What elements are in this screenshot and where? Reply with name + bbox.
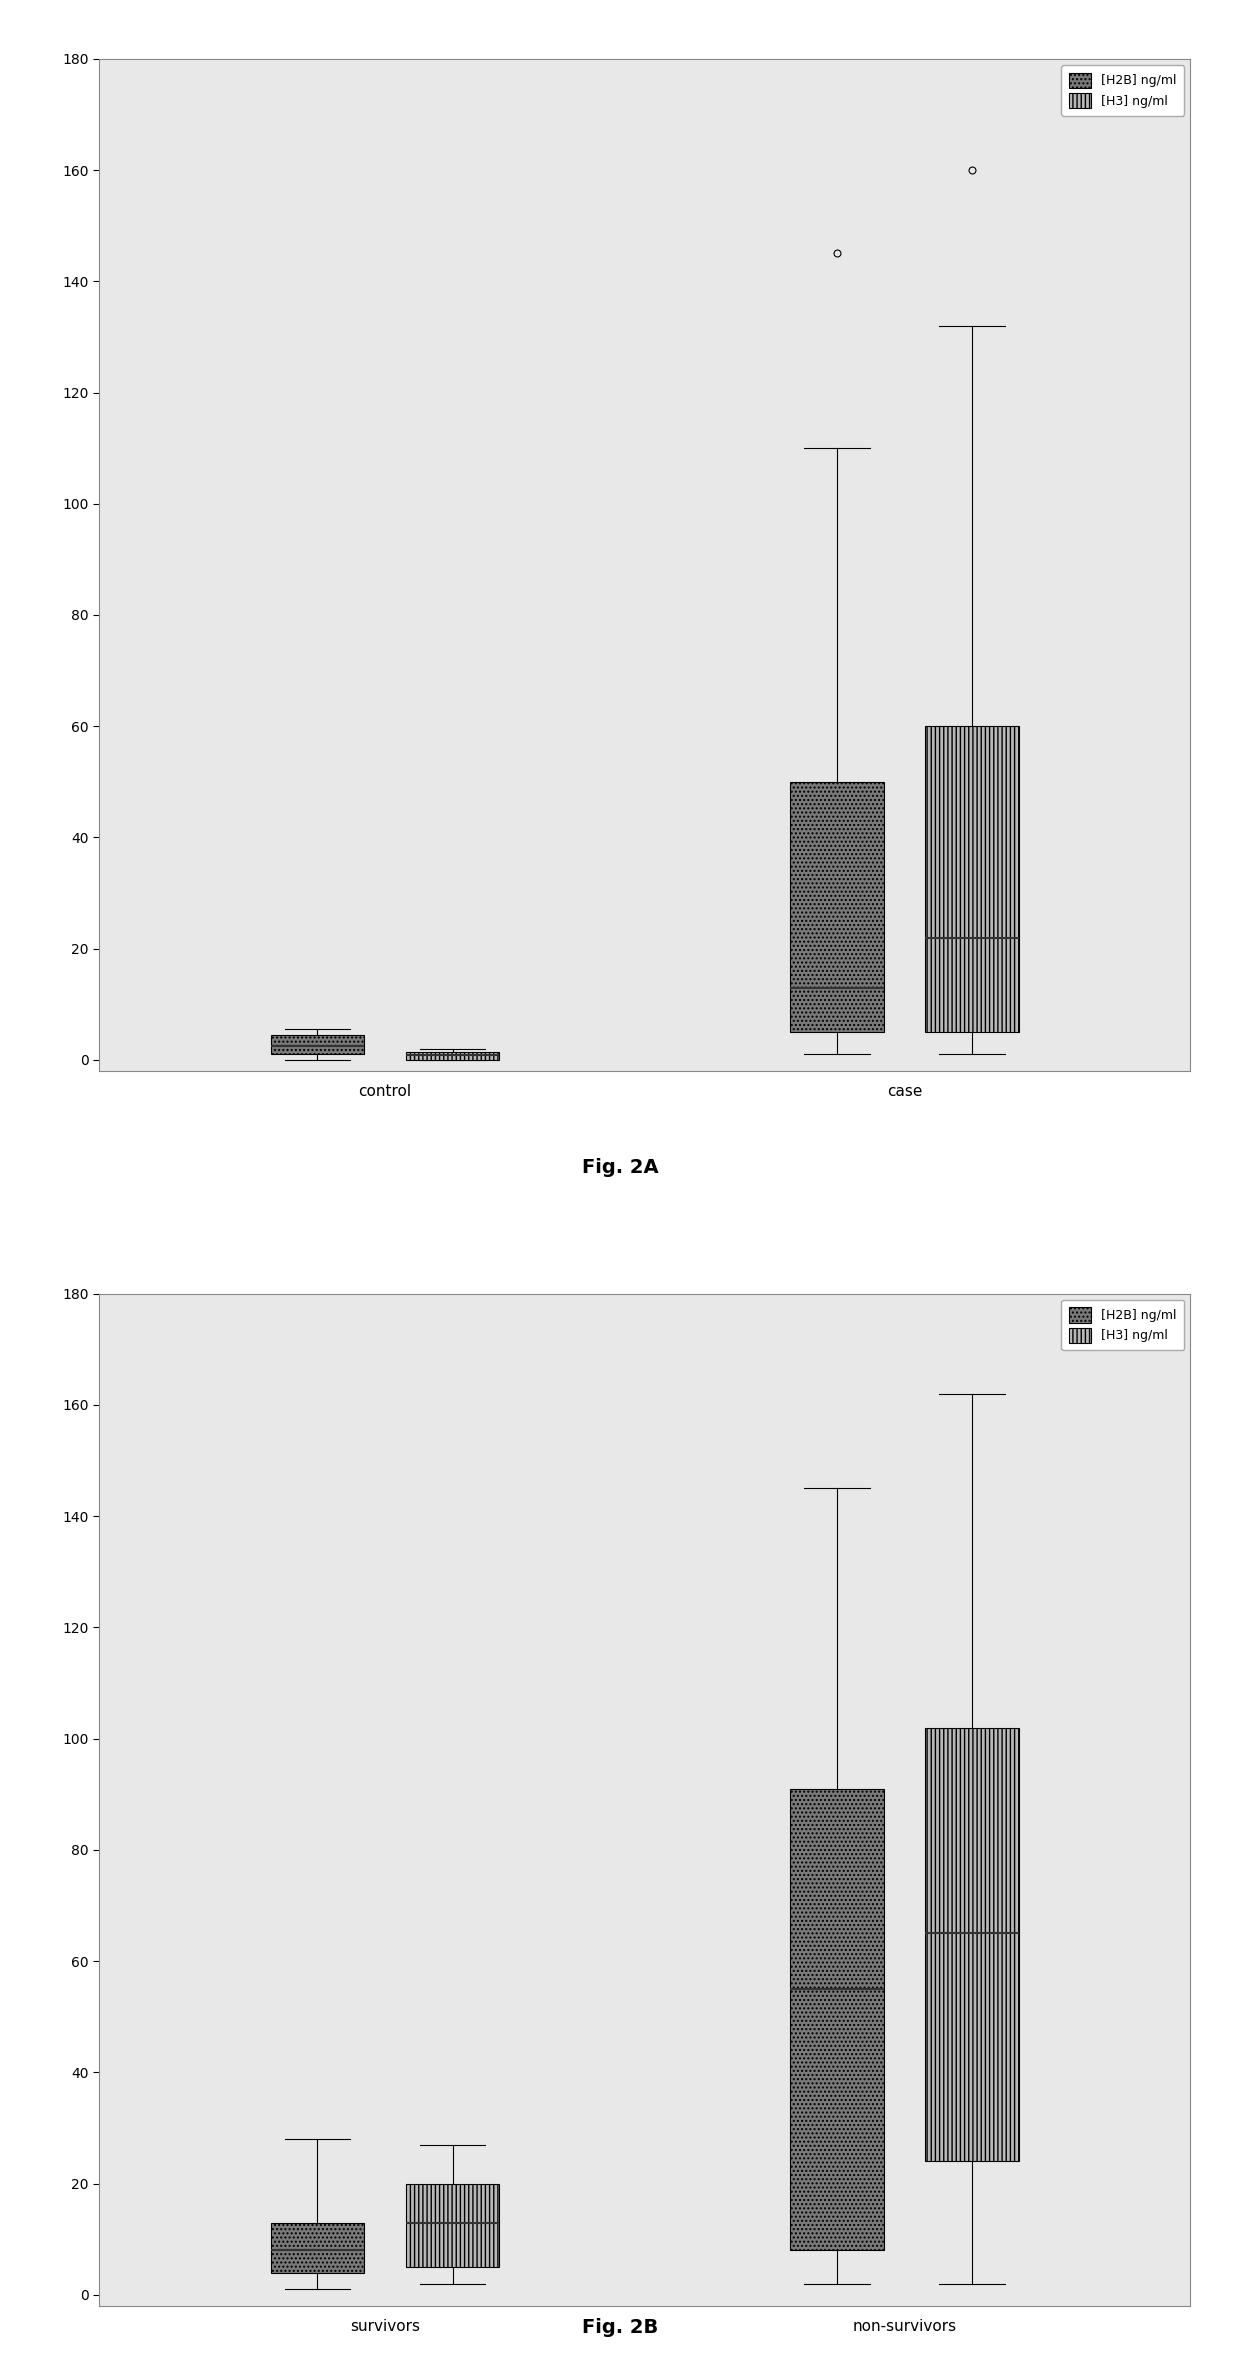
Bar [405,2184,500,2266]
Bar [270,1035,365,1054]
Bar [790,1788,884,2249]
Text: Fig. 2A: Fig. 2A [582,1158,658,1176]
Text: Fig. 2B: Fig. 2B [582,2318,658,2337]
Bar [270,2224,365,2273]
Bar [790,781,884,1033]
Bar [925,1727,1019,2162]
Legend: [H2B] ng/ml, [H3] ng/ml: [H2B] ng/ml, [H3] ng/ml [1061,1299,1184,1351]
Bar [405,1052,500,1059]
Bar [925,727,1019,1033]
Legend: [H2B] ng/ml, [H3] ng/ml: [H2B] ng/ml, [H3] ng/ml [1061,66,1184,115]
